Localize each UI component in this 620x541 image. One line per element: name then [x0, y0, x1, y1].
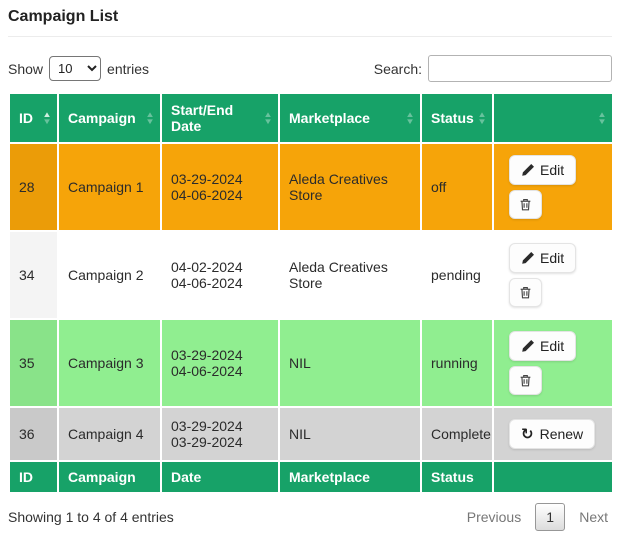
edit-button[interactable]: Edit — [509, 331, 577, 361]
page-length-select[interactable]: 10 — [49, 56, 102, 81]
show-label: Show — [8, 60, 44, 77]
cell-actions: ↻ Renew — [492, 406, 614, 462]
trash-icon — [520, 287, 531, 299]
footer-status: Status — [420, 460, 494, 494]
cell-status: running — [420, 318, 494, 408]
cell-status: Complete — [420, 406, 494, 462]
search-input[interactable] — [428, 55, 612, 82]
page-title: Campaign List — [8, 8, 119, 25]
cell-campaign: Campaign 3 — [57, 318, 162, 408]
table-controls: Show 10 entries Search: — [8, 55, 612, 82]
table-row: 28 Campaign 1 03-29-2024 04-06-2024 Aled… — [8, 142, 614, 232]
cell-id: 36 — [8, 406, 59, 462]
header-start-end-date[interactable]: Start/End Date ▲ ▼ — [160, 92, 280, 144]
cell-marketplace: Aleda Creatives Store — [278, 142, 422, 232]
trash-icon — [520, 199, 531, 211]
cell-status: off — [420, 142, 494, 232]
cell-campaign: Campaign 2 — [57, 230, 162, 320]
footer-date: Date — [160, 460, 280, 494]
pencil-icon — [522, 339, 534, 352]
table-bottom-bar: Showing 1 to 4 of 4 entries Previous 1 N… — [8, 503, 612, 531]
refresh-icon: ↻ — [521, 425, 534, 443]
cell-actions: Edit — [492, 318, 614, 408]
search-label: Search: — [373, 60, 422, 77]
renew-button[interactable]: ↻ Renew — [509, 419, 596, 449]
delete-button[interactable] — [509, 278, 542, 307]
table-row: 36 Campaign 4 03-29-2024 03-29-2024 NIL … — [8, 406, 614, 462]
page-number-button[interactable]: 1 — [535, 503, 566, 531]
delete-button[interactable] — [509, 366, 542, 395]
sort-icon-actions: ▲ ▼ — [597, 110, 607, 126]
table-header-row: ID ▲ ▼ Campaign ▲ ▼ Start/End Date ▲ ▼ Mark… — [8, 92, 614, 144]
footer-id: ID — [8, 460, 59, 494]
pagination: Previous 1 Next — [463, 503, 612, 531]
sort-icon-id: ▲ ▼ — [42, 110, 52, 126]
edit-button[interactable]: Edit — [509, 243, 577, 273]
cell-campaign: Campaign 4 — [57, 406, 162, 462]
sort-icon-status: ▲ ▼ — [477, 110, 487, 126]
footer-campaign: Campaign — [57, 460, 162, 494]
cell-id: 35 — [8, 318, 59, 408]
cell-marketplace: NIL — [278, 406, 422, 462]
footer-marketplace: Marketplace — [278, 460, 422, 494]
header-status[interactable]: Status ▲ ▼ — [420, 92, 494, 144]
pencil-icon — [522, 251, 534, 264]
title-divider — [8, 36, 612, 37]
cell-actions: Edit — [492, 230, 614, 320]
next-page-button[interactable]: Next — [579, 509, 608, 525]
entries-info: Showing 1 to 4 of 4 entries — [8, 509, 174, 525]
delete-button[interactable] — [509, 190, 542, 219]
trash-icon — [520, 375, 531, 387]
cell-dates: 03-29-2024 04-06-2024 — [160, 142, 280, 232]
cell-campaign: Campaign 1 — [57, 142, 162, 232]
pencil-icon — [522, 163, 534, 176]
header-actions[interactable]: ▲ ▼ — [492, 92, 614, 144]
table-footer-row: ID Campaign Date Marketplace Status — [8, 460, 614, 494]
footer-actions — [492, 460, 614, 494]
cell-id: 34 — [8, 230, 59, 320]
cell-dates: 03-29-2024 04-06-2024 — [160, 318, 280, 408]
cell-dates: 04-02-2024 04-06-2024 — [160, 230, 280, 320]
entries-label: entries — [107, 60, 150, 77]
table-row: 35 Campaign 3 03-29-2024 04-06-2024 NIL … — [8, 318, 614, 408]
previous-page-button[interactable]: Previous — [466, 509, 522, 525]
cell-dates: 03-29-2024 03-29-2024 — [160, 406, 280, 462]
page-length-control: Show 10 entries — [8, 56, 149, 81]
cell-actions: Edit — [492, 142, 614, 232]
table-row: 34 Campaign 2 04-02-2024 04-06-2024 Aled… — [8, 230, 614, 320]
campaign-table: ID ▲ ▼ Campaign ▲ ▼ Start/End Date ▲ ▼ Mark… — [8, 92, 614, 494]
sort-icon-campaign: ▲ ▼ — [145, 110, 155, 126]
cell-marketplace: NIL — [278, 318, 422, 408]
header-id[interactable]: ID ▲ ▼ — [8, 92, 59, 144]
cell-status: pending — [420, 230, 494, 320]
header-marketplace[interactable]: Marketplace ▲ ▼ — [278, 92, 422, 144]
sort-icon-marketplace: ▲ ▼ — [405, 110, 415, 126]
cell-marketplace: Aleda Creatives Store — [278, 230, 422, 320]
edit-button[interactable]: Edit — [509, 155, 577, 185]
header-campaign[interactable]: Campaign ▲ ▼ — [57, 92, 162, 144]
cell-id: 28 — [8, 142, 59, 232]
search-control: Search: — [374, 55, 612, 82]
sort-icon-date: ▲ ▼ — [263, 110, 273, 126]
